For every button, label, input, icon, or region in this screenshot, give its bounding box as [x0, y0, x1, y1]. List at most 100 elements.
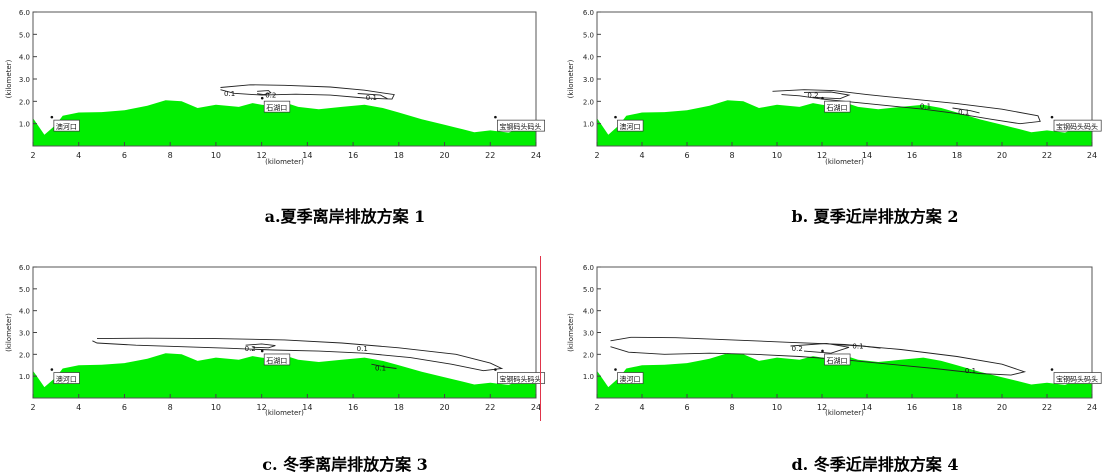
place-marker [821, 349, 824, 353]
place-marker [614, 368, 617, 371]
place-marker [50, 115, 54, 119]
chart-panel-b: 1.02.03.04.05.06.02 4 6 8 10 12 14 16 18 20 22 24(k… [567, 9, 1102, 166]
x-tick-label: 16 [348, 151, 358, 160]
x-tick-label: 4 [639, 151, 644, 160]
caption-a: a.夏季离岸排放方案 1 [264, 207, 426, 226]
land-area [597, 353, 1092, 398]
x-tick-label: 10 [211, 151, 221, 160]
x-tick-label: 2 [30, 403, 35, 412]
caption-d: d. 冬季近岸排放方案 4 [791, 455, 959, 474]
x-tick-label: 4 [639, 403, 644, 412]
x-tick-label: 22 [1042, 403, 1052, 412]
contour-label: 0.1 [958, 108, 969, 116]
x-tick-label: 22 [1042, 151, 1052, 160]
x-tick-label: 14 [862, 403, 872, 412]
place-label-box [497, 119, 545, 132]
y-tick-label: 3.0 [19, 76, 30, 84]
x-tick-label: 16 [907, 403, 917, 412]
x-tick-label: 16 [348, 403, 358, 412]
divider-line [540, 256, 541, 421]
y-tick-label: 6.0 [583, 9, 594, 17]
place-marker [821, 96, 824, 100]
x-tick-label: 24 [531, 151, 541, 160]
y-axis-label: (kilometer) [567, 59, 575, 98]
contour-line [610, 336, 1027, 376]
y-tick-label: 1.0 [583, 121, 594, 129]
y-tick-label: 5.0 [19, 31, 30, 39]
place-label-box [53, 372, 80, 384]
chart-panel-a: 1.02.03.04.05.06.02 4 6 8 10 12 14 16 18 20 22 24(k… [5, 9, 545, 166]
place-marker [494, 368, 497, 371]
place-label-box [617, 119, 644, 132]
contour-label: 0.1 [852, 343, 863, 351]
y-axis-label: (kilometer) [567, 313, 575, 352]
x-tick-label: 22 [485, 151, 495, 160]
contour-label: 0.1 [375, 364, 386, 372]
contour-label: 0.1 [366, 94, 377, 102]
place-label: 石湖口 [266, 103, 287, 112]
y-tick-label: 3.0 [583, 76, 594, 84]
x-axis-label: (kilometer) [825, 409, 864, 417]
x-tick-label: 14 [302, 403, 312, 412]
x-axis-label: (kilometer) [265, 158, 304, 166]
x-axis-label: (kilometer) [265, 409, 304, 417]
x-tick-label: 2 [30, 151, 35, 160]
x-tick-label: 12 [257, 151, 267, 160]
land-area [33, 100, 536, 146]
x-tick-label: 24 [531, 403, 541, 412]
y-tick-label: 1.0 [19, 373, 30, 381]
x-tick-label: 10 [772, 151, 782, 160]
y-tick-label: 4.0 [583, 54, 594, 62]
place-label-box [263, 100, 291, 113]
contour-line [357, 93, 388, 100]
y-tick-label: 6.0 [19, 9, 30, 17]
contour-line [803, 91, 851, 100]
y-tick-label: 4.0 [19, 308, 30, 316]
y-tick-label: 1.0 [19, 121, 30, 129]
contour-line [952, 107, 980, 114]
x-tick-label: 18 [952, 403, 962, 412]
x-axis-label: (kilometer) [825, 158, 864, 166]
place-label: 澳河口 [56, 122, 77, 131]
x-tick-label: 20 [439, 151, 449, 160]
place-label-box [53, 119, 80, 132]
contour-label: 0.1 [920, 102, 931, 110]
y-tick-label: 1.0 [583, 373, 594, 381]
x-tick-label: 18 [394, 151, 404, 160]
contour-line [257, 90, 272, 96]
contour-label: 0.1 [224, 90, 235, 98]
y-tick-label: 3.0 [583, 330, 594, 338]
x-tick-label: 10 [772, 403, 782, 412]
x-tick-label: 24 [1087, 151, 1097, 160]
place-label: 宝钢码头码头 [499, 375, 541, 384]
contour-label: 0.2 [265, 92, 276, 100]
contour-line [245, 343, 276, 349]
place-marker [614, 115, 617, 119]
x-tick-label: 10 [211, 403, 221, 412]
contour-label: 0.1 [357, 345, 368, 353]
x-tick-label: 24 [1087, 403, 1097, 412]
place-marker [494, 115, 497, 119]
x-tick-label: 8 [729, 403, 734, 412]
land-area [33, 353, 536, 398]
land-area [597, 100, 1092, 146]
place-label: 澳河口 [620, 375, 641, 384]
place-label: 石湖口 [827, 103, 848, 112]
y-tick-label: 5.0 [583, 286, 594, 294]
place-label: 宝钢码头码头 [1056, 375, 1098, 384]
place-marker [260, 96, 264, 100]
x-tick-label: 6 [684, 151, 689, 160]
y-axis-label: (kilometer) [5, 59, 13, 98]
x-tick-label: 18 [394, 403, 404, 412]
contour-line [92, 337, 504, 372]
x-tick-label: 18 [952, 151, 962, 160]
x-tick-label: 8 [168, 151, 173, 160]
y-tick-label: 2.0 [583, 98, 594, 106]
x-tick-label: 2 [594, 151, 599, 160]
x-tick-label: 4 [76, 403, 81, 412]
x-tick-label: 2 [594, 403, 599, 412]
place-label: 澳河口 [620, 122, 641, 131]
y-tick-label: 4.0 [19, 54, 30, 62]
contour-label: 0.1 [965, 367, 976, 375]
place-label: 宝钢码头码头 [1056, 122, 1098, 131]
